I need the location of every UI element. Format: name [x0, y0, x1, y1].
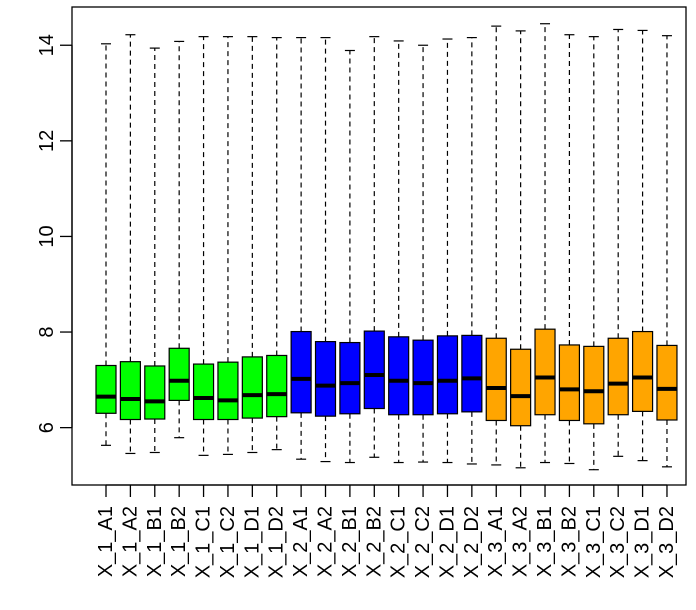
- x-tick-label: X_2_A2: [315, 506, 337, 577]
- box-X_1_C2: [217, 36, 239, 456]
- y-tick-label: 12: [36, 130, 58, 152]
- x-tick-label: X_1_C2: [217, 506, 239, 578]
- y-axis: 6 8 10 12 14: [36, 34, 73, 433]
- iqr-box: [95, 364, 117, 414]
- x-tick-label: X_1_D1: [241, 506, 263, 578]
- x-tick-label: X_3_B1: [534, 506, 556, 577]
- x-tick-label: X_2_C2: [412, 506, 434, 578]
- x-tick-label: X_2_B1: [339, 506, 361, 577]
- x-tick-label: X_3_D2: [656, 506, 678, 578]
- x-tick-label: X_1_A2: [119, 506, 141, 577]
- iqr-box: [436, 335, 459, 415]
- x-tick-label: X_1_B1: [144, 506, 166, 577]
- iqr-box: [192, 363, 215, 421]
- box-X_3_B2: [558, 34, 581, 465]
- iqr-box: [388, 336, 410, 416]
- x-tick-label: X_3_C1: [583, 506, 605, 578]
- box-X_3_D2: [656, 35, 678, 468]
- x-tick-label: X_2_C1: [388, 506, 410, 578]
- box-X_3_A1: [485, 25, 507, 466]
- x-tick-label: X_3_D1: [632, 506, 654, 578]
- iqr-box: [656, 344, 678, 421]
- box-X_1_A2: [119, 34, 141, 455]
- iqr-box: [412, 339, 434, 416]
- iqr-box: [290, 330, 312, 414]
- iqr-box: [363, 330, 385, 410]
- box-X_2_C2: [412, 44, 434, 463]
- x-tick-label: X_2_B2: [363, 506, 385, 577]
- iqr-box: [266, 354, 288, 418]
- iqr-box: [217, 361, 239, 421]
- box-series: [95, 23, 678, 471]
- box-X_2_A1: [290, 36, 312, 460]
- y-tick-label: 6: [36, 422, 58, 433]
- iqr-box: [583, 345, 605, 425]
- iqr-box: [314, 341, 337, 417]
- y-tick-label: 8: [36, 326, 58, 337]
- x-tick-label: X_2_D2: [461, 506, 483, 578]
- x-tick-label: X_1_C1: [193, 506, 215, 578]
- x-tick-label: X_2_A1: [290, 506, 312, 577]
- x-tick-label: X_3_A2: [510, 506, 532, 577]
- x-tick-label: X_3_B2: [558, 506, 580, 577]
- y-tick-label: 10: [36, 225, 58, 247]
- box-X_2_D2: [461, 36, 483, 465]
- iqr-box: [461, 334, 483, 413]
- x-tick-label: X_1_A1: [95, 506, 117, 577]
- iqr-box: [631, 330, 654, 412]
- box-X_2_A2: [314, 36, 337, 463]
- y-tick-label: 14: [36, 34, 58, 56]
- box-X_3_D1: [631, 29, 654, 462]
- box-X_3_C1: [583, 36, 605, 471]
- box-X_3_A2: [510, 30, 532, 469]
- iqr-box: [558, 344, 581, 422]
- box-X_2_D1: [436, 38, 459, 464]
- box-X_2_C1: [388, 40, 410, 464]
- iqr-box: [241, 356, 263, 419]
- box-X_1_D2: [266, 36, 288, 451]
- iqr-box: [510, 348, 532, 427]
- x-tick-label: X_3_A1: [485, 506, 507, 577]
- box-X_1_D1: [241, 36, 263, 454]
- iqr-box: [339, 341, 361, 415]
- iqr-box: [168, 347, 190, 401]
- box-X_1_B1: [144, 47, 166, 454]
- iqr-box: [534, 328, 556, 416]
- box-X_3_C2: [607, 28, 629, 457]
- iqr-box: [119, 361, 141, 421]
- x-tick-label: X_1_B2: [168, 506, 190, 577]
- box-X_1_C1: [192, 36, 215, 456]
- x-tick-label: X_3_C2: [607, 506, 629, 578]
- box-X_3_B1: [534, 23, 556, 464]
- x-tick-label: X_1_D2: [266, 506, 288, 578]
- box-X_2_B1: [339, 49, 361, 464]
- x-axis: X_1_A1 X_1_A2 X_1_B1 X_1_B2 X_1_C1 X_1_C2 X_1_…: [95, 484, 678, 578]
- iqr-box: [607, 337, 629, 416]
- box-X_1_B2: [168, 40, 190, 439]
- iqr-box: [144, 365, 166, 420]
- iqr-box: [485, 337, 507, 422]
- box-X_1_A1: [95, 43, 117, 446]
- box-X_2_B2: [363, 36, 385, 458]
- x-tick-label: X_2_D1: [436, 506, 458, 578]
